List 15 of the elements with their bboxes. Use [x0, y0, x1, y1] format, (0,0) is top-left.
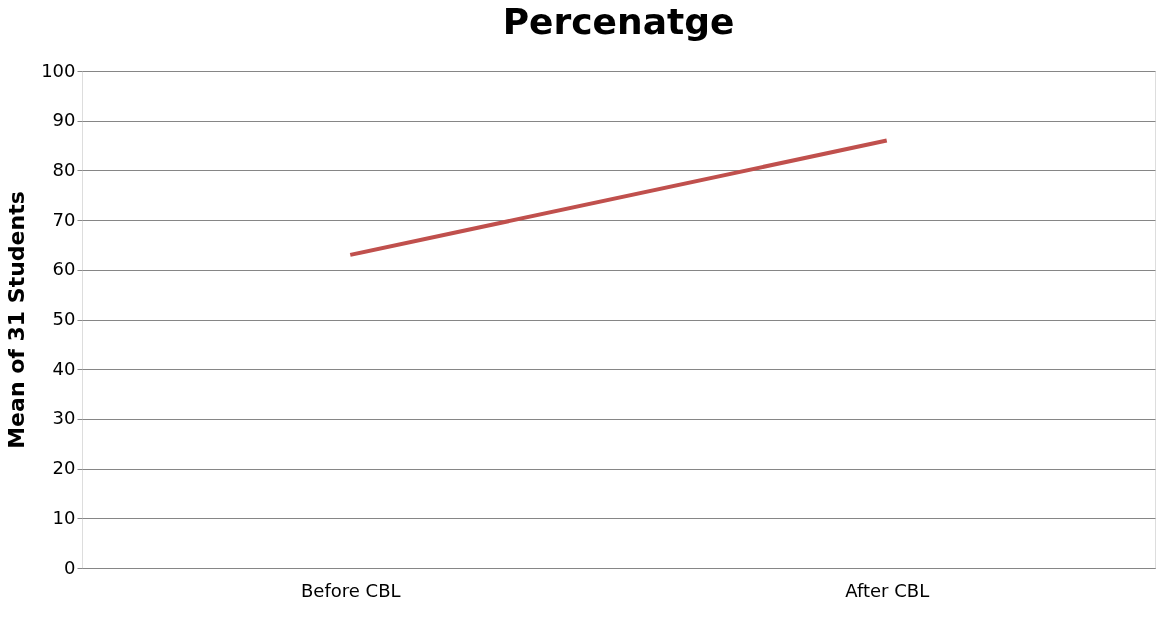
- y-tick-label: 10: [52, 506, 76, 528]
- y-axis-title: Mean of 31 Students: [4, 191, 30, 449]
- y-tick-label: 30: [52, 407, 76, 429]
- y-tick-label: 20: [52, 457, 76, 479]
- y-tick-label: 70: [52, 208, 76, 230]
- y-tick-label: 100: [41, 59, 76, 81]
- x-tick-label: Before CBL: [300, 579, 401, 601]
- x-tick-label: After CBL: [845, 579, 930, 601]
- y-tick-label: 0: [64, 556, 76, 578]
- y-tick-label: 50: [52, 308, 76, 329]
- y-tick-label: 60: [52, 258, 76, 280]
- y-tick-label: 80: [52, 158, 76, 180]
- chart-title: Percenatge: [502, 1, 735, 42]
- y-tick-label: 40: [52, 357, 76, 379]
- y-tick-label: 90: [52, 109, 76, 131]
